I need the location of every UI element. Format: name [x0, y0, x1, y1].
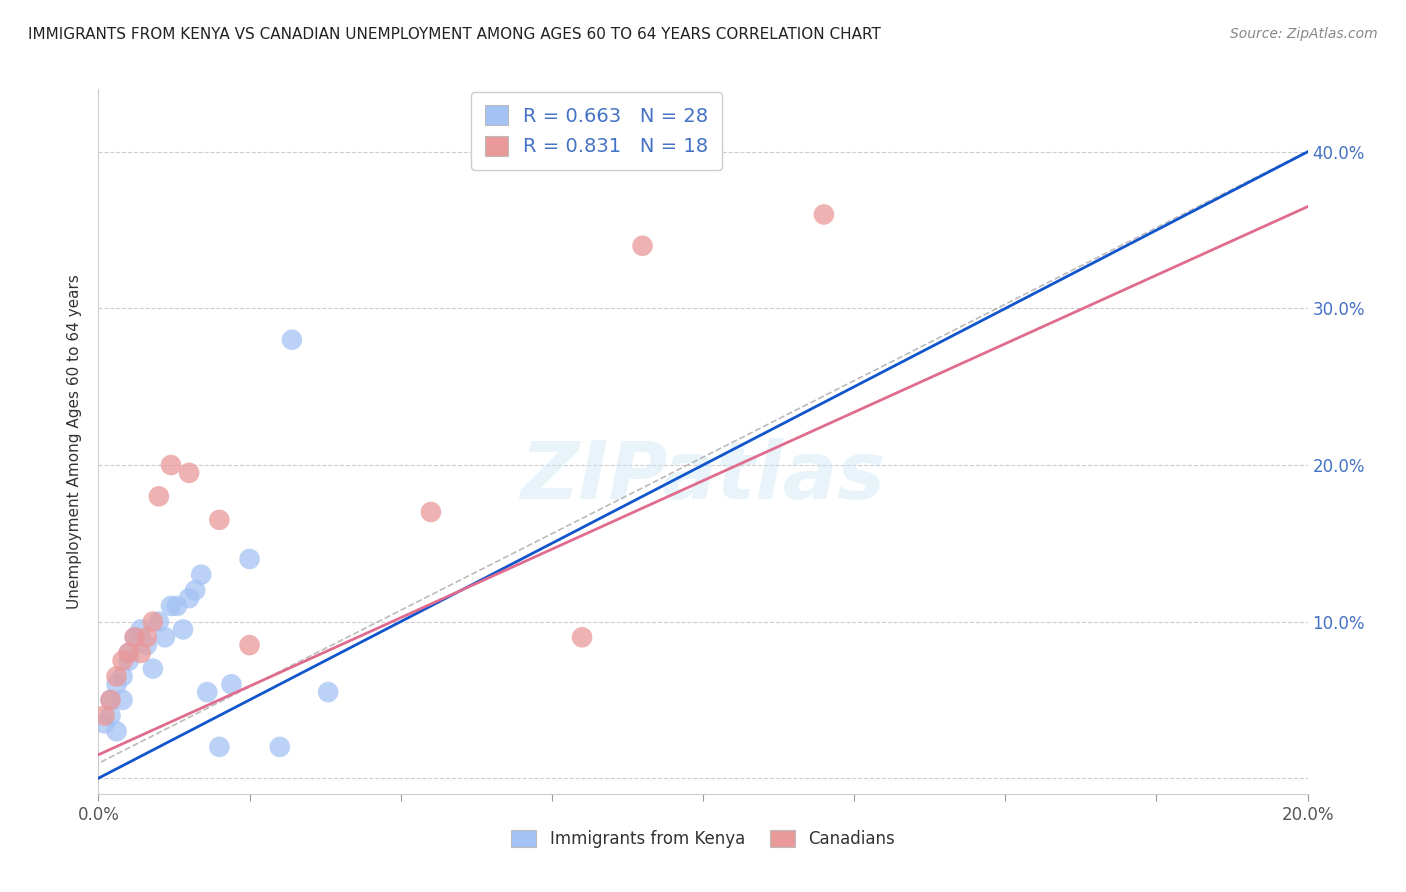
- Point: [571, 630, 593, 644]
- Point: [160, 458, 183, 472]
- Point: [135, 638, 157, 652]
- Point: [111, 669, 134, 683]
- Point: [172, 623, 194, 637]
- Point: [179, 466, 201, 480]
- Point: [269, 739, 291, 754]
- Point: [148, 489, 170, 503]
- Point: [135, 630, 157, 644]
- Point: [190, 567, 212, 582]
- Point: [124, 630, 146, 644]
- Point: [208, 739, 231, 754]
- Point: [105, 724, 128, 739]
- Point: [118, 654, 141, 668]
- Text: Source: ZipAtlas.com: Source: ZipAtlas.com: [1230, 27, 1378, 41]
- Legend: Immigrants from Kenya, Canadians: Immigrants from Kenya, Canadians: [503, 822, 903, 856]
- Point: [111, 693, 134, 707]
- Point: [100, 693, 122, 707]
- Point: [179, 591, 201, 606]
- Point: [420, 505, 443, 519]
- Point: [221, 677, 243, 691]
- Point: [93, 708, 115, 723]
- Point: [184, 583, 207, 598]
- Point: [142, 662, 165, 676]
- Point: [118, 646, 141, 660]
- Point: [316, 685, 339, 699]
- Point: [631, 239, 654, 253]
- Point: [105, 677, 128, 691]
- Point: [239, 552, 262, 566]
- Text: ZIPatlas: ZIPatlas: [520, 438, 886, 516]
- Point: [105, 669, 128, 683]
- Point: [813, 207, 835, 221]
- Point: [166, 599, 188, 613]
- Point: [100, 708, 122, 723]
- Point: [208, 513, 231, 527]
- Point: [118, 646, 141, 660]
- Point: [111, 654, 134, 668]
- Point: [142, 615, 165, 629]
- Y-axis label: Unemployment Among Ages 60 to 64 years: Unemployment Among Ages 60 to 64 years: [67, 274, 83, 609]
- Point: [148, 615, 170, 629]
- Point: [124, 630, 146, 644]
- Point: [93, 716, 115, 731]
- Point: [195, 685, 218, 699]
- Text: IMMIGRANTS FROM KENYA VS CANADIAN UNEMPLOYMENT AMONG AGES 60 TO 64 YEARS CORRELA: IMMIGRANTS FROM KENYA VS CANADIAN UNEMPL…: [28, 27, 882, 42]
- Point: [153, 630, 176, 644]
- Point: [129, 623, 152, 637]
- Point: [100, 693, 122, 707]
- Point: [160, 599, 183, 613]
- Point: [281, 333, 304, 347]
- Point: [129, 646, 152, 660]
- Point: [239, 638, 262, 652]
